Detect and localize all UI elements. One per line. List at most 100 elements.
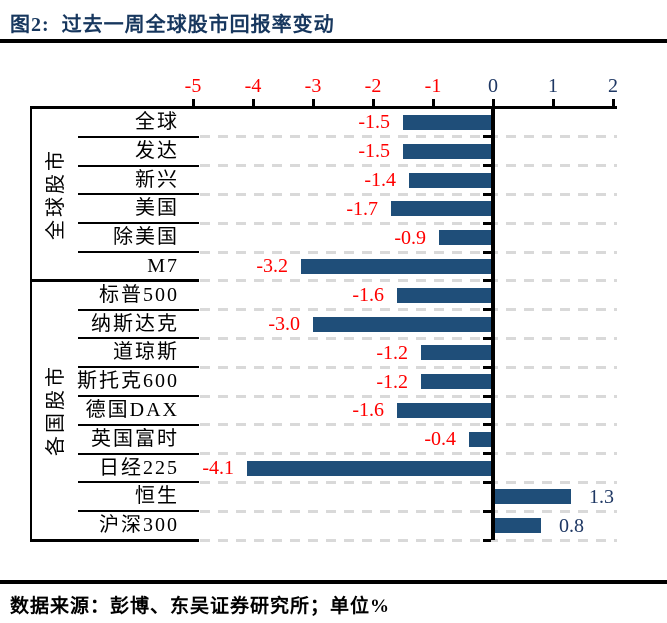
x-axis-tick — [612, 99, 615, 107]
x-axis-tick — [492, 99, 495, 107]
category-label: M7 — [147, 254, 179, 277]
zero-line-tick — [483, 135, 491, 139]
zero-line-tick — [483, 250, 491, 254]
zero-line-tick — [483, 164, 491, 168]
x-axis-tick — [192, 99, 195, 107]
x-axis-line — [30, 106, 617, 109]
x-axis-tick-label: -4 — [244, 75, 262, 97]
footer-divider-line — [0, 580, 667, 584]
bar — [403, 143, 491, 159]
bar — [403, 114, 491, 130]
value-label: -1.5 — [358, 111, 390, 134]
x-axis-tick-label: 0 — [488, 75, 498, 97]
value-label: 0.8 — [559, 514, 584, 537]
group-label: 全球股市 — [45, 148, 67, 241]
row-separator-line — [78, 193, 199, 196]
row-separator-line — [78, 164, 199, 167]
value-label: -1.2 — [376, 341, 408, 364]
gridline-dashed — [200, 221, 617, 225]
gridline-dashed — [200, 480, 617, 484]
zero-line-tick — [483, 192, 491, 196]
bar — [495, 489, 571, 505]
bar — [397, 402, 491, 418]
x-axis-tick-label: -3 — [304, 75, 322, 97]
value-label: -3.0 — [268, 313, 300, 335]
gridline-dashed — [200, 538, 617, 542]
row-separator-line — [78, 308, 199, 311]
x-axis-tick-label: -2 — [364, 75, 382, 97]
bar — [421, 374, 491, 390]
value-label: -1.2 — [376, 370, 408, 393]
bar — [409, 172, 491, 188]
value-label: -4.1 — [202, 457, 234, 479]
gridline-dashed — [200, 423, 617, 427]
bar-chart: -5 -4 -3 -2 -1 0 1 2 -1.5 全球 -1.5 发达 -1.4 新兴 -1.7 美国 -0.… — [30, 75, 618, 542]
value-label: -1.6 — [352, 399, 384, 422]
category-label: 德国DAX — [85, 398, 179, 421]
bar — [313, 316, 491, 332]
gridline-dashed — [200, 192, 617, 196]
zero-line-tick — [483, 279, 491, 283]
category-label: 沪深300 — [99, 514, 179, 537]
value-label: -3.2 — [256, 255, 288, 278]
title-divider-line — [0, 39, 667, 43]
category-label: 除美国 — [113, 226, 179, 249]
row-separator-line — [78, 423, 199, 426]
zero-line-tick — [483, 336, 491, 340]
row-separator-line — [78, 395, 199, 397]
category-label: 标普500 — [99, 283, 179, 306]
gridline-dashed — [200, 250, 617, 254]
category-label: 发达 — [135, 139, 179, 162]
category-label: 新兴 — [135, 168, 179, 191]
category-label: 道琼斯 — [113, 341, 179, 364]
zero-line-tick — [483, 423, 491, 427]
source-note: 数据来源：彭博、东吴证券研究所；单位% — [10, 596, 391, 617]
bar — [397, 287, 491, 303]
bar — [301, 258, 491, 274]
value-label: -1.4 — [364, 169, 396, 191]
zero-line-tick — [483, 509, 491, 513]
gridline-dashed — [200, 279, 617, 283]
group-label: 各国股市 — [45, 364, 67, 457]
gridline-dashed — [200, 394, 617, 398]
gridline-dashed — [200, 135, 617, 139]
category-label: 纳斯达克 — [91, 312, 179, 335]
row-separator-line — [78, 481, 199, 484]
x-axis-tick — [252, 99, 255, 107]
value-label: -1.6 — [352, 284, 384, 307]
row-separator-line — [78, 337, 199, 340]
zero-line-tick — [483, 308, 491, 312]
category-label: 斯托克600 — [77, 370, 179, 393]
bar — [247, 460, 491, 476]
zero-line-tick — [483, 365, 491, 369]
x-axis-tick-label: 2 — [608, 75, 618, 97]
category-label: 英国富时 — [91, 427, 179, 450]
value-label: -1.7 — [346, 197, 378, 220]
x-axis-tick-label: 1 — [548, 75, 558, 97]
x-axis-tick-label: -5 — [184, 75, 202, 97]
group-separator-line — [30, 279, 199, 283]
row-separator-line — [78, 452, 199, 455]
category-label: 日经225 — [99, 456, 179, 479]
bar — [421, 345, 491, 361]
category-label: 美国 — [135, 197, 179, 220]
x-axis-tick-label: -1 — [424, 75, 442, 97]
gridline-dashed — [200, 308, 617, 312]
zero-line-tick — [483, 452, 491, 456]
row-separator-line — [78, 366, 199, 369]
x-axis-tick — [552, 99, 555, 107]
value-label: 1.3 — [589, 485, 614, 508]
x-axis-tick — [432, 99, 435, 107]
zero-line-tick — [483, 538, 491, 542]
row-separator-line — [78, 222, 199, 225]
zero-line-tick — [483, 394, 491, 398]
category-label: 全球 — [135, 110, 179, 133]
x-axis-tick — [312, 99, 315, 107]
bar — [495, 518, 541, 534]
value-label: -0.4 — [424, 428, 456, 451]
row-separator-line — [78, 135, 199, 138]
x-axis-tick — [372, 99, 375, 107]
bar — [439, 230, 491, 246]
bar — [469, 431, 491, 447]
